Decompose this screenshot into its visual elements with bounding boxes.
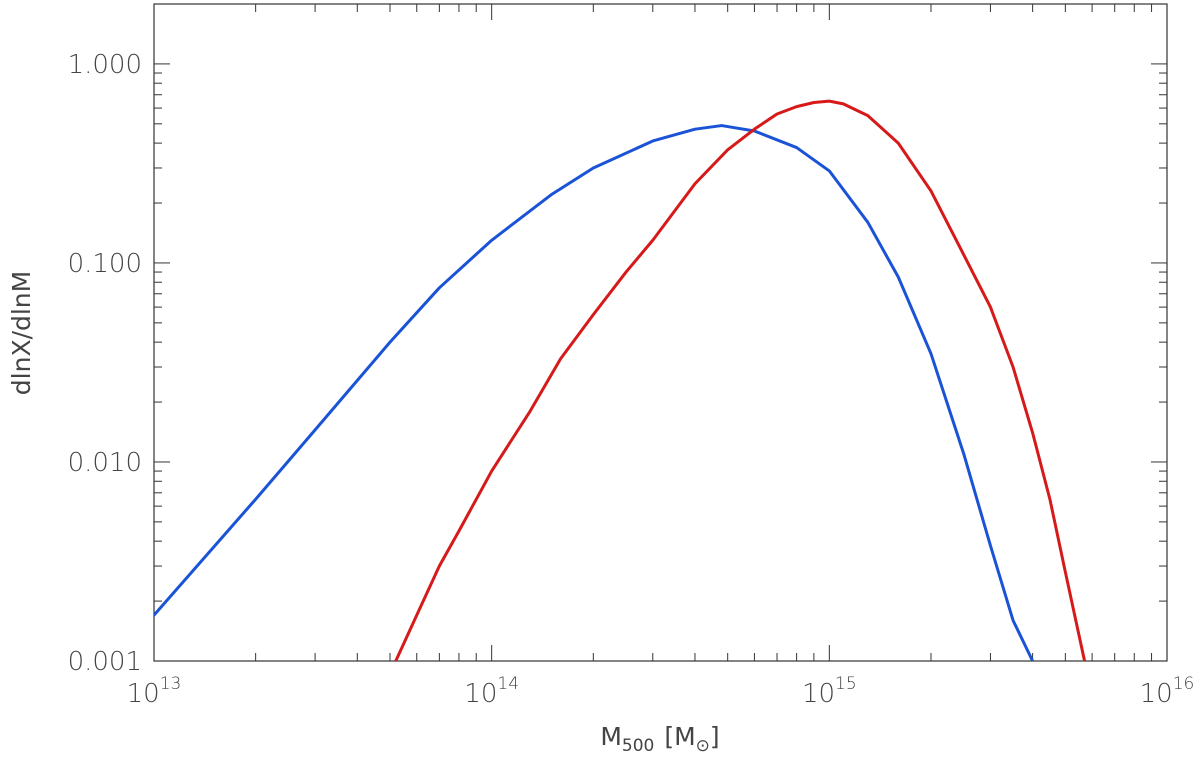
- x-tick-label-exp: 13: [160, 674, 182, 694]
- x-tick-label-exp: 15: [835, 674, 857, 694]
- x-axis-label-sub: 500: [622, 736, 654, 756]
- x-axis-label-unit-sym: ⊙: [696, 736, 710, 756]
- y-axis-ticks: [154, 3, 1167, 662]
- y-tick-label: 0.001: [68, 647, 142, 677]
- x-tick-label-base: 10: [802, 679, 835, 709]
- series-group: [154, 99, 1087, 661]
- x-tick-label-exp: 14: [497, 674, 519, 694]
- y-tick-label: 0.010: [68, 448, 142, 478]
- x-tick-label: 1014: [464, 674, 519, 709]
- x-tick-label: 1015: [802, 674, 857, 709]
- y-tick-label: 0.100: [68, 249, 142, 279]
- x-axis-label-base: M: [600, 722, 622, 751]
- x-tick-label-base: 10: [127, 679, 160, 709]
- series-line-2: [394, 99, 1087, 661]
- series-line-1: [154, 124, 1035, 661]
- plot-frame: [153, 3, 1168, 662]
- x-axis-ticks: [153, 4, 1168, 661]
- y-tick-label: 1.000: [68, 50, 142, 80]
- y-axis-label: dlnX/dlnM: [7, 271, 36, 395]
- x-axis-label-unit-close: ]: [710, 722, 720, 751]
- x-axis-label-unit-open: [M: [664, 722, 695, 751]
- x-tick-label-base: 10: [1140, 679, 1173, 709]
- x-axis-label: M500 [M⊙]: [600, 722, 719, 756]
- x-tick-label-exp: 16: [1173, 674, 1195, 694]
- x-tick-label: 1016: [1140, 674, 1195, 709]
- x-tick-label: 1013: [127, 674, 182, 709]
- x-tick-label-base: 10: [464, 679, 497, 709]
